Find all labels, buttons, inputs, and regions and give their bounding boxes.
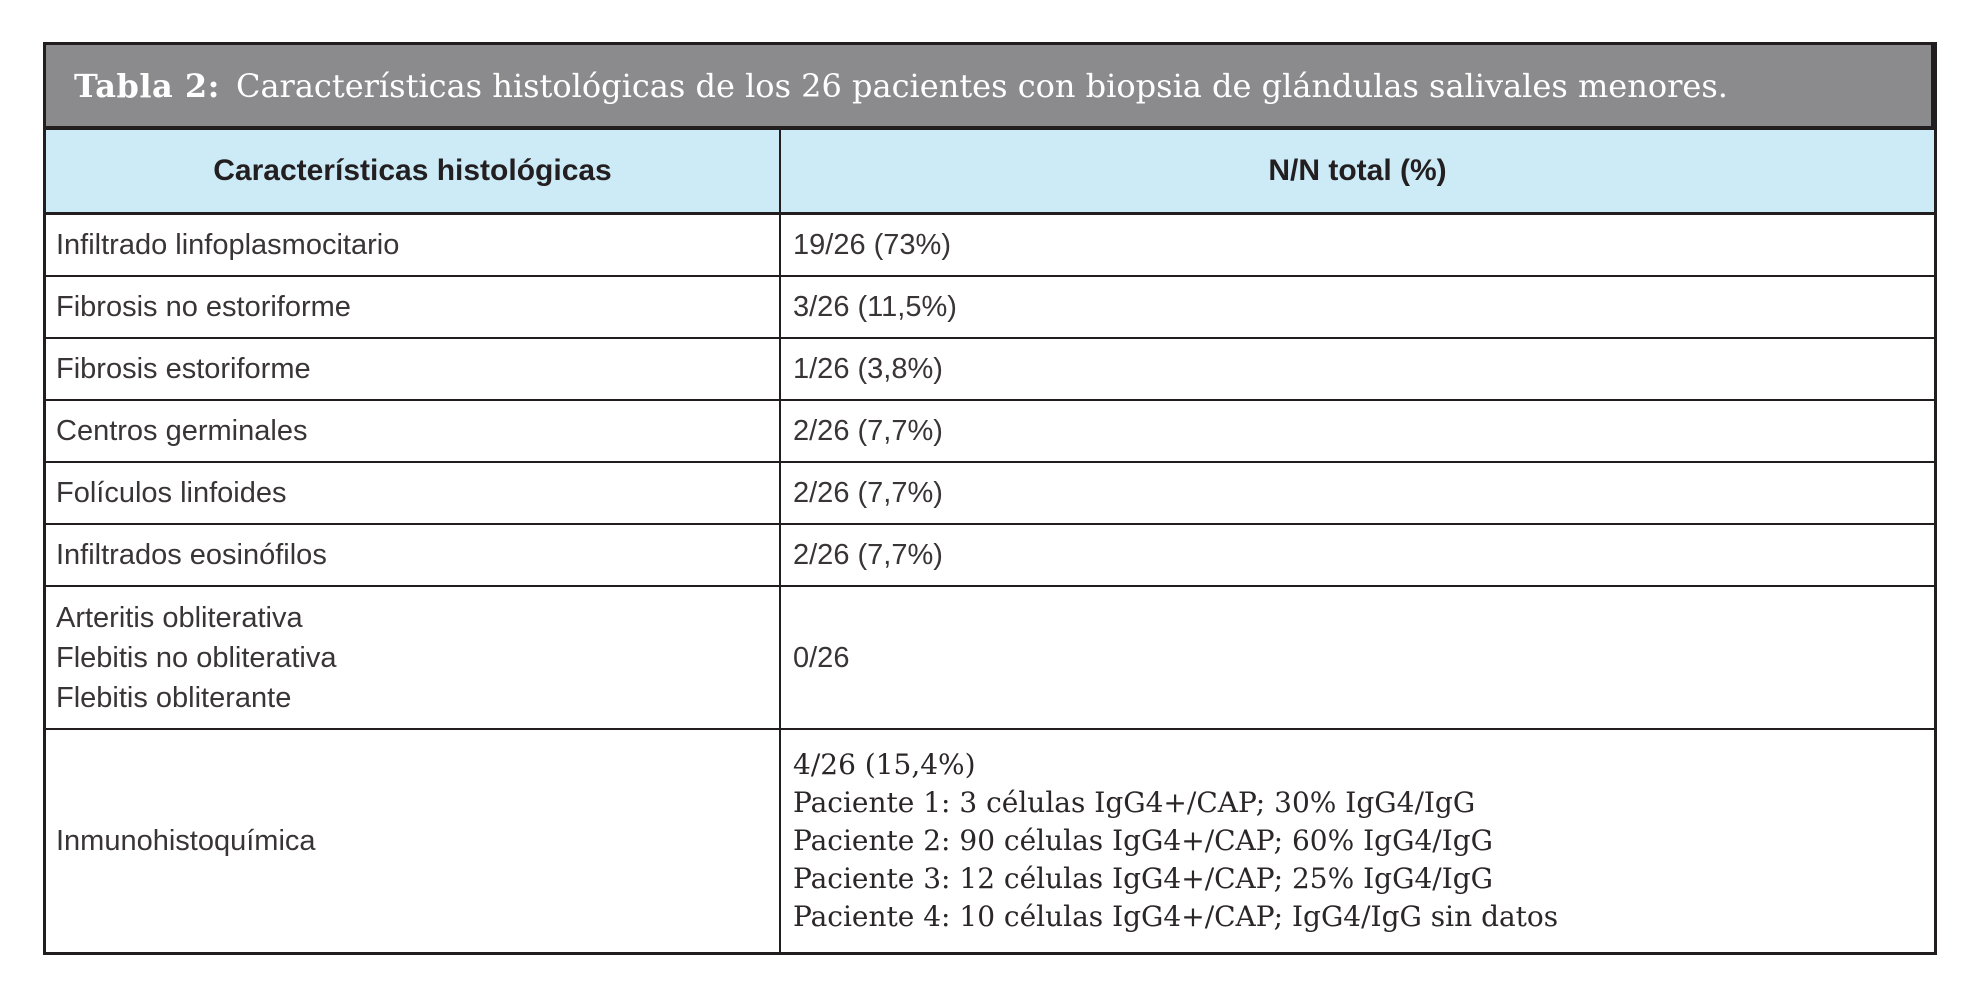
data-table: Tabla 2: Características histológicas de… — [43, 42, 1937, 955]
value-cell: 0/26 — [781, 587, 1934, 728]
value-line: 19/26 (73%) — [793, 229, 951, 261]
value-line: Paciente 2: 90 células IgG4+/CAP; 60% Ig… — [793, 824, 1494, 857]
table-title-text: Características histológicas de los 26 p… — [235, 66, 1728, 105]
table-row: Fibrosis no estoriforme 3/26 (11,5%) — [46, 277, 1934, 339]
table-title-prefix: Tabla 2: — [74, 66, 220, 105]
table-row: Arteritis obliterativa Flebitis no oblite… — [46, 587, 1934, 730]
value-cell: 2/26 (7,7%) — [781, 401, 1934, 461]
value-cell: 19/26 (73%) — [781, 215, 1934, 275]
table-row: Infiltrados eosinófilos 2/26 (7,7%) — [46, 525, 1934, 587]
table-row: Inmunohistoquímica 4/26 (15,4%) Paciente … — [46, 730, 1934, 952]
value-line: 1/26 (3,8%) — [793, 353, 943, 385]
feature-line: Arteritis obliterativa — [56, 601, 303, 634]
value-cell: 1/26 (3,8%) — [781, 339, 1934, 399]
feature-line: Inmunohistoquímica — [56, 825, 316, 857]
value-line: Paciente 4: 10 células IgG4+/CAP; IgG4/I… — [793, 900, 1559, 933]
feature-cell: Centros germinales — [46, 401, 781, 461]
feature-line: Flebitis no obliterativa — [56, 641, 337, 674]
feature-line: Fibrosis estoriforme — [56, 353, 311, 385]
table-row: Folículos linfoides 2/26 (7,7%) — [46, 463, 1934, 525]
feature-cell: Arteritis obliterativa Flebitis no oblite… — [46, 587, 781, 728]
table-grid: Características histológicas N/N total (… — [43, 130, 1937, 955]
value-line: 2/26 (7,7%) — [793, 415, 943, 447]
feature-line: Flebitis obliterante — [56, 681, 292, 714]
feature-cell: Fibrosis no estoriforme — [46, 277, 781, 337]
value-cell: 4/26 (15,4%) Paciente 1: 3 células IgG4+/… — [781, 730, 1934, 952]
value-line: Paciente 3: 12 células IgG4+/CAP; 25% Ig… — [793, 862, 1494, 895]
feature-cell: Inmunohistoquímica — [46, 730, 781, 952]
table-row: Centros germinales 2/26 (7,7%) — [46, 401, 1934, 463]
value-line: 3/26 (11,5%) — [793, 291, 957, 323]
feature-line: Infiltrados eosinófilos — [56, 539, 327, 571]
feature-line: Infiltrado linfoplasmocitario — [56, 229, 400, 261]
feature-line: Centros germinales — [56, 415, 308, 447]
value-column-header: N/N total (%) — [1268, 154, 1447, 187]
feature-line: Fibrosis no estoriforme — [56, 291, 351, 323]
feature-column-header: Características histológicas — [46, 130, 781, 212]
feature-cell: Infiltrado linfoplasmocitario — [46, 215, 781, 275]
feature-cell: Infiltrados eosinófilos — [46, 525, 781, 585]
value-line: 4/26 (15,4%) — [793, 748, 976, 781]
table-title-bar: Tabla 2: Características histológicas de… — [43, 42, 1937, 130]
table-row: Fibrosis estoriforme 1/26 (3,8%) — [46, 339, 1934, 401]
feature-cell: Fibrosis estoriforme — [46, 339, 781, 399]
value-line: Paciente 1: 3 células IgG4+/CAP; 30% IgG… — [793, 786, 1476, 819]
value-line: 2/26 (7,7%) — [793, 539, 943, 571]
value-cell: 2/26 (7,7%) — [781, 525, 1934, 585]
table-row: Infiltrado linfoplasmocitario 19/26 (73%… — [46, 215, 1934, 277]
table-header-row: Características histológicas N/N total (… — [46, 130, 1934, 215]
value-line: 2/26 (7,7%) — [793, 477, 943, 509]
table-rows: Infiltrado linfoplasmocitario 19/26 (73%… — [46, 215, 1934, 952]
value-cell: 2/26 (7,7%) — [781, 463, 1934, 523]
value-cell: 3/26 (11,5%) — [781, 277, 1934, 337]
feature-line: Folículos linfoides — [56, 477, 287, 509]
feature-cell: Folículos linfoides — [46, 463, 781, 523]
value-line: 0/26 — [793, 641, 850, 674]
